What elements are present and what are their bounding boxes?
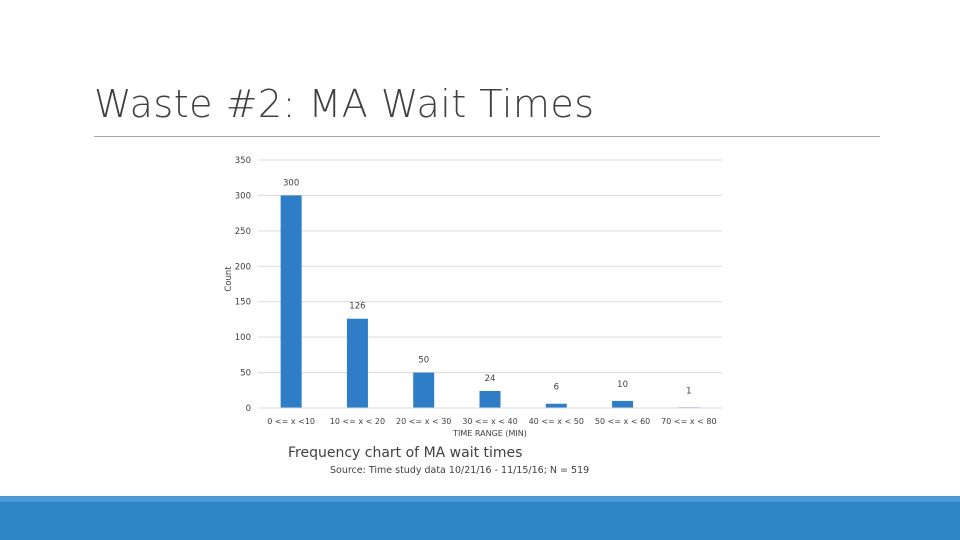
y-tick-label: 250: [235, 227, 251, 237]
bar: [612, 400, 634, 408]
bar: [413, 372, 435, 408]
y-tick-label: 300: [235, 191, 251, 201]
chart-source: Source: Time study data 10/21/16 - 11/15…: [330, 465, 590, 476]
x-axis-ticks: 0 <= x <10 10 <= x < 20 20 <= x < 30 30 <= …: [267, 417, 716, 426]
x-tick-label: 40 <= x < 50: [529, 417, 584, 426]
footer-bar: [0, 496, 960, 540]
x-tick-label: 30 <= x < 40: [462, 417, 517, 426]
bar: [346, 318, 368, 408]
data-labels: 300 126 50 24 6 10 1: [283, 178, 692, 396]
footer-accent: [0, 496, 960, 502]
x-tick-label: 50 <= x < 60: [595, 417, 650, 426]
title-divider: [94, 136, 880, 137]
data-label: 6: [554, 383, 559, 393]
y-tick-label: 150: [235, 298, 251, 308]
x-tick-label: 70 <= x < 80: [661, 417, 716, 426]
data-label: 300: [283, 178, 299, 188]
slide-title: Waste #2: MA Wait Times: [94, 82, 595, 126]
bar: [280, 195, 302, 408]
data-label: 1: [686, 386, 691, 396]
data-label: 24: [485, 374, 496, 384]
y-tick-label: 50: [240, 369, 251, 379]
bar: [479, 390, 501, 408]
gridlines: [258, 159, 722, 374]
y-tick-label: 350: [235, 156, 251, 166]
x-tick-label: 20 <= x < 30: [396, 417, 451, 426]
bar: [545, 403, 567, 408]
data-label: 50: [418, 356, 429, 366]
x-tick-label: 10 <= x < 20: [330, 417, 385, 426]
bars: [280, 195, 700, 408]
y-axis-title: Count: [224, 266, 234, 292]
y-tick-label: 0: [246, 404, 251, 414]
y-axis-ticks: 0 50 100 150 200 250 300 350: [235, 156, 251, 414]
x-tick-label: 0 <= x <10: [267, 417, 315, 426]
data-label: 10: [617, 380, 628, 390]
y-tick-label: 200: [235, 262, 251, 272]
x-axis-title: TIME RANGE (MIN): [452, 429, 527, 438]
data-label: 126: [349, 302, 365, 312]
bar-chart: 0 50 100 150 200 250 300 350 300 126 50 24 6 10 1 0 <…: [224, 156, 722, 438]
y-tick-label: 100: [235, 333, 251, 343]
chart-caption: Frequency chart of MA wait times: [288, 445, 523, 461]
